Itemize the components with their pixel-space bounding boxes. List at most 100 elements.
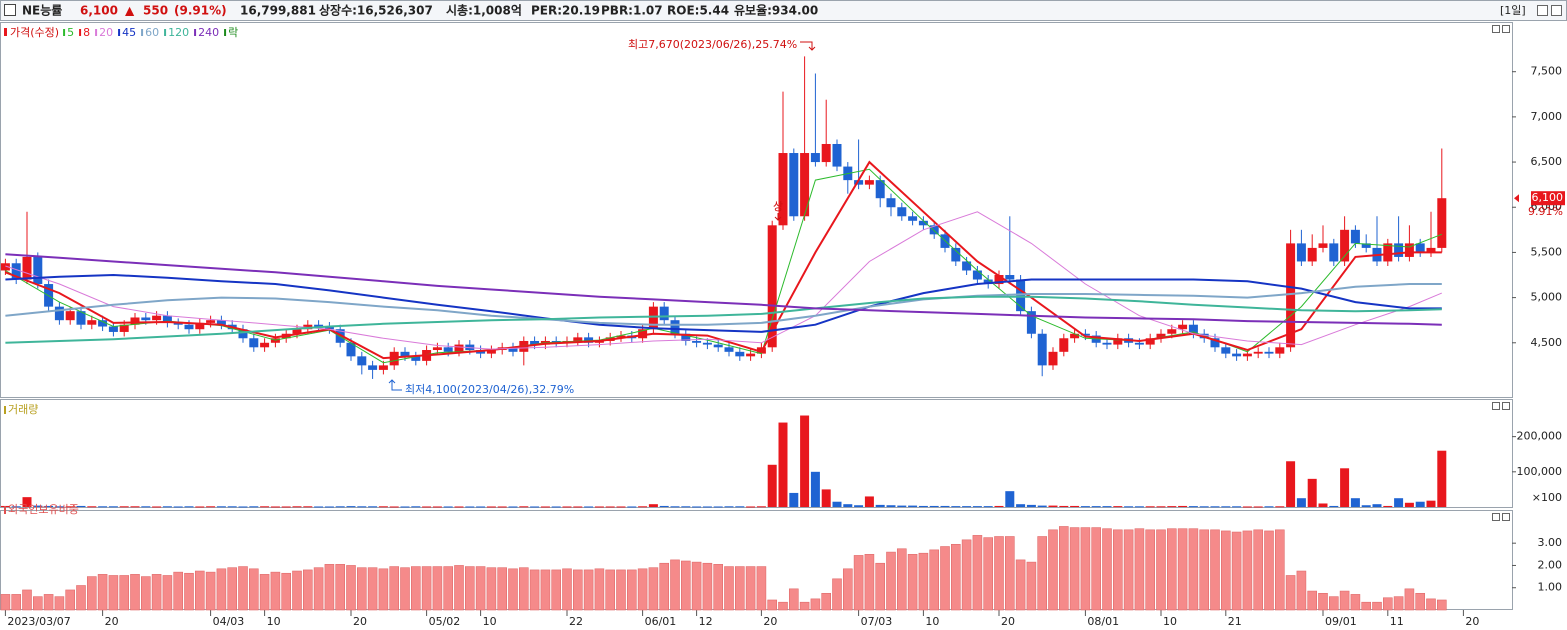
bar — [1080, 506, 1090, 508]
pane-button[interactable] — [1492, 25, 1500, 33]
x-tick-label: 2023/03/07 — [7, 615, 70, 628]
x-tick-label: 11 — [1390, 615, 1404, 628]
x-tick-label: 12 — [699, 615, 713, 628]
candle-body — [1080, 333, 1090, 336]
candle-body — [648, 306, 658, 330]
bar — [800, 415, 810, 507]
bar — [378, 568, 389, 611]
bar — [1102, 528, 1112, 611]
candle-body — [195, 322, 205, 330]
y-tick-label: 5,000 — [1531, 291, 1563, 304]
bar — [821, 489, 831, 507]
x-tick-label: 20 — [1465, 615, 1479, 628]
last-marker — [1514, 194, 1519, 203]
candle-body — [1048, 351, 1058, 366]
moving-average — [5, 160, 1442, 360]
bar — [1199, 529, 1209, 611]
candle-body — [1307, 247, 1317, 262]
bar — [724, 566, 734, 611]
bar — [22, 497, 32, 507]
pane-button[interactable] — [1492, 402, 1500, 410]
bar — [205, 571, 216, 611]
candle-body — [767, 225, 777, 348]
bar — [1415, 501, 1425, 507]
bar — [962, 506, 972, 508]
bar — [540, 569, 551, 611]
bar — [443, 506, 453, 508]
bar — [195, 570, 205, 611]
bar — [292, 506, 302, 508]
foreign-pane — [0, 510, 1513, 610]
bar — [1188, 506, 1198, 508]
x-tick-label: 20 — [105, 615, 119, 628]
legend-swatch — [164, 29, 167, 36]
period[interactable]: [1일] — [1500, 3, 1526, 17]
candle-body — [1221, 347, 1231, 354]
bar — [335, 564, 346, 611]
bar — [216, 506, 226, 508]
candle-body — [378, 365, 388, 370]
bar — [734, 566, 745, 611]
bar — [1350, 498, 1360, 507]
pane-button[interactable] — [1502, 25, 1510, 33]
candle-body — [638, 329, 648, 339]
bar — [929, 549, 940, 611]
close-button[interactable] — [1551, 5, 1562, 16]
candle-body — [929, 225, 939, 235]
bar — [0, 594, 11, 611]
bar — [886, 505, 896, 507]
candle-body — [1167, 329, 1177, 334]
candle-body — [918, 220, 928, 226]
pane-button[interactable] — [1502, 513, 1510, 521]
bar — [346, 565, 356, 611]
bar — [1404, 588, 1415, 611]
candle-body — [1210, 338, 1220, 348]
bar — [184, 506, 194, 508]
bar — [1156, 506, 1166, 508]
max-button[interactable] — [1537, 5, 1548, 16]
x-tick-label: 06/01 — [645, 615, 677, 628]
bar — [22, 589, 32, 611]
bar — [702, 506, 712, 508]
bar — [875, 504, 885, 507]
candle-body — [87, 320, 97, 325]
candle-body — [1102, 342, 1112, 345]
pane-button[interactable] — [1492, 513, 1500, 521]
candle-body — [1350, 229, 1360, 244]
bar — [324, 506, 334, 508]
pane-button[interactable] — [1502, 402, 1510, 410]
bar — [1393, 596, 1404, 611]
bar — [691, 561, 702, 611]
pane-title: 거래량 — [8, 403, 38, 416]
legend-swatch — [224, 29, 227, 36]
bar — [648, 504, 658, 507]
y-tick-label: 100,000 — [1517, 465, 1563, 478]
bar — [238, 566, 248, 611]
bar — [98, 506, 108, 508]
candle-body — [735, 351, 745, 357]
bar — [1026, 561, 1037, 611]
bar — [627, 506, 637, 508]
bar — [1339, 590, 1350, 611]
bar — [1221, 506, 1231, 508]
bar — [1275, 529, 1285, 611]
bar — [972, 535, 983, 611]
bar — [1070, 505, 1080, 507]
candle-body — [789, 153, 799, 217]
bar — [638, 506, 648, 508]
candle-body — [357, 356, 367, 366]
bar — [11, 594, 21, 611]
candle-body — [746, 353, 756, 357]
bar — [896, 548, 907, 611]
bar — [1340, 468, 1350, 507]
bar — [314, 506, 324, 508]
candle-body — [1232, 353, 1242, 357]
checkbox[interactable] — [4, 4, 16, 16]
bar — [1242, 506, 1252, 508]
candle-body — [584, 337, 594, 343]
x-tick-label: 04/03 — [213, 615, 245, 628]
bar — [940, 546, 950, 611]
legend-label: 60 — [145, 26, 159, 39]
x-tick-label: 08/01 — [1087, 615, 1119, 628]
bar — [897, 505, 907, 507]
